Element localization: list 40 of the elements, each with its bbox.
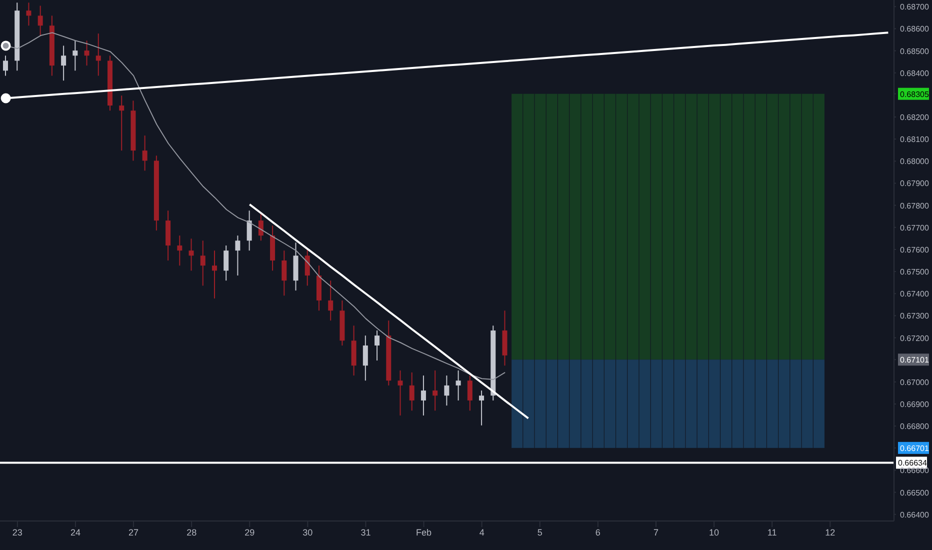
y-tick-label: 0.67101 xyxy=(900,356,930,365)
y-tick-label: 0.68200 xyxy=(900,113,930,122)
y-tick-label: 0.68100 xyxy=(900,135,930,144)
x-tick-label: 7 xyxy=(653,527,658,538)
y-tick-label: 0.66600 xyxy=(900,466,930,476)
x-tick-label: Feb xyxy=(416,527,432,538)
y-tick-label: 0.66800 xyxy=(900,422,930,432)
y-tick-label: 0.67800 xyxy=(900,201,930,210)
x-tick-label: 31 xyxy=(360,527,371,538)
y-tick-label: 0.68000 xyxy=(900,157,930,166)
y-tick-label: 0.66701 xyxy=(900,444,930,453)
x-tick-label: 27 xyxy=(128,527,139,538)
x-tick-label: 6 xyxy=(595,527,600,538)
y-tick-label: 0.67700 xyxy=(900,223,930,232)
x-tick-label: 11 xyxy=(767,527,777,538)
y-tick-label: 0.67400 xyxy=(900,290,930,299)
x-tick-label: 12 xyxy=(825,527,836,538)
y-tick-label: 0.68500 xyxy=(900,46,930,56)
y-tick-label: 0.67500 xyxy=(900,268,930,277)
x-tick-label: 30 xyxy=(302,527,313,538)
x-tick-label: 29 xyxy=(244,527,255,538)
y-tick-label: 0.67600 xyxy=(900,245,930,254)
x-tick-label: 23 xyxy=(12,527,22,538)
y-tick-label: 0.67300 xyxy=(900,312,930,321)
ref-line-label: 0.66634 xyxy=(898,458,928,468)
y-tick-label: 0.68600 xyxy=(900,24,930,34)
y-tick-label: 0.67900 xyxy=(900,179,930,188)
x-tick-label: 24 xyxy=(70,527,80,538)
y-tick-label: 0.66400 xyxy=(900,510,930,520)
y-tick-label: 0.66500 xyxy=(900,488,930,498)
y-tick-label: 0.68305 xyxy=(900,90,930,99)
x-tick-label: 5 xyxy=(537,527,542,538)
y-tick-label: 0.67200 xyxy=(900,334,930,343)
y-tick-label: 0.68400 xyxy=(900,68,930,78)
x-tick-label: 10 xyxy=(709,527,720,538)
x-tick-label: 28 xyxy=(186,527,197,538)
y-tick-label: 0.68700 xyxy=(900,2,930,12)
y-tick-label: 0.67000 xyxy=(900,378,930,387)
y-tick-label: 0.66900 xyxy=(900,400,930,409)
x-tick-label: 4 xyxy=(479,527,484,538)
